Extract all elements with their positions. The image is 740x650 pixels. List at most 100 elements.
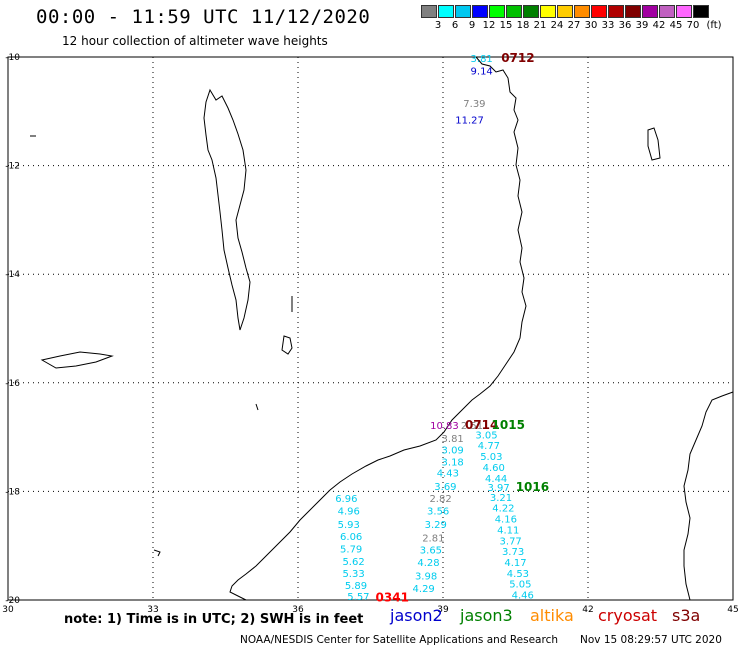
- scale-swatch: [472, 5, 488, 18]
- scale-label: 27: [567, 20, 581, 31]
- wave-height-value: 5.62: [342, 557, 364, 568]
- scale-label: 6: [451, 20, 459, 31]
- credit-text: NOAA/NESDIS Center for Satellite Applica…: [240, 634, 558, 646]
- island-elongated: [40, 351, 114, 369]
- wave-height-value: 4.11: [497, 525, 519, 536]
- satellite-name: altika: [530, 606, 574, 625]
- scale-swatch: [693, 5, 709, 18]
- scale-swatch: [557, 5, 573, 18]
- wave-height-value: 5.03: [480, 452, 502, 463]
- latitude-label: -16: [5, 379, 20, 389]
- pass-time-label: 0712: [501, 51, 534, 65]
- scale-swatch: [625, 5, 641, 18]
- scale-label: 30: [584, 20, 598, 31]
- scale-label: 9: [468, 20, 476, 31]
- wave-height-value: 3.69: [434, 482, 456, 493]
- wave-height-value: 4.22: [492, 504, 514, 515]
- wave-height-value: 2.81: [422, 534, 444, 545]
- latitude-label: -14: [5, 270, 20, 280]
- satellite-name: jason3: [460, 606, 513, 625]
- scale-swatch: [489, 5, 505, 18]
- wave-height-value: 5.93: [338, 520, 360, 531]
- wave-height-value: 7.39: [463, 99, 485, 110]
- wave-height-value: 6.06: [340, 532, 362, 543]
- scale-label: 15: [499, 20, 513, 31]
- map-title: 00:00 - 11:59 UTC 11/12/2020: [36, 6, 371, 28]
- wave-height-value: 3.81: [471, 54, 493, 65]
- longitude-label: 30: [2, 605, 14, 615]
- scale-swatch: [455, 5, 471, 18]
- pass-time-label: 0714: [465, 418, 498, 432]
- pass-time-label: 1015: [492, 418, 525, 432]
- longitude-label: 42: [582, 605, 593, 615]
- wave-height-value: 3.73: [502, 547, 524, 558]
- scale-label: 39: [635, 20, 649, 31]
- wave-height-value: 6.96: [335, 494, 357, 505]
- wave-height-value: 3.65: [420, 546, 442, 557]
- wave-height-value: 3.21: [490, 493, 512, 504]
- wave-height-value: 3.56: [427, 506, 449, 517]
- scale-label: 36: [618, 20, 632, 31]
- scale-label: 3: [434, 20, 442, 31]
- longitude-label: 45: [727, 605, 738, 615]
- latitude-label: -10: [5, 53, 20, 63]
- island-small: [281, 335, 293, 355]
- color-scale-labels: 3 6 9 12 15 18 21 24 27 30 33 36 39 42 45 70 (ft): [421, 18, 722, 32]
- wave-height-value: 3.77: [500, 536, 522, 547]
- timestamp: Nov 15 08:29:57 UTC 2020: [580, 634, 722, 646]
- lake-outline: [203, 88, 251, 331]
- scale-swatch: [608, 5, 624, 18]
- wave-height-value: 5.57: [347, 592, 369, 603]
- footnote: note: 1) Time is in UTC; 2) SWH is in fe…: [64, 612, 364, 627]
- wave-height-value: 3.98: [415, 572, 437, 583]
- madagascar-coastline: [683, 391, 734, 601]
- island-dot-d: [255, 403, 259, 411]
- wave-height-value: 4.77: [478, 441, 500, 452]
- wave-height-value: 4.16: [495, 515, 517, 526]
- scale-label: 21: [533, 20, 547, 31]
- pass-time-label: 0341: [376, 590, 409, 604]
- satellite-name: s3a: [672, 606, 701, 625]
- longitude-label: 36: [292, 605, 304, 615]
- wave-height-value: 5.89: [345, 581, 367, 592]
- scale-swatch: [659, 5, 675, 18]
- wave-height-value: 2.51: [461, 421, 483, 432]
- scale-swatch: [642, 5, 658, 18]
- scale-label: 33: [601, 20, 615, 31]
- scale-label: 42: [652, 20, 666, 31]
- satellite-name: cryosat: [598, 606, 658, 625]
- wave-height-value: 3.18: [442, 458, 464, 469]
- wave-height-value: 4.17: [504, 558, 526, 569]
- scale-label: 12: [482, 20, 496, 31]
- scale-label: 24: [550, 20, 564, 31]
- wave-height-value: 4.28: [417, 558, 439, 569]
- wave-height-value: 4.43: [437, 468, 459, 479]
- scale-unit: (ft): [706, 20, 722, 31]
- wave-height-value: 4.60: [483, 463, 505, 474]
- wave-height-value: 4.53: [507, 569, 529, 580]
- coastline: [229, 56, 527, 601]
- wave-height-value: 3.05: [475, 430, 497, 441]
- latitude-label: -12: [5, 162, 20, 172]
- satellite-name: jason2: [390, 606, 443, 625]
- color-scale-swatches: [421, 5, 710, 18]
- longitude-label: 39: [437, 605, 449, 615]
- wave-height-value: 5.79: [340, 544, 362, 555]
- latitude-label: -20: [5, 596, 20, 606]
- scale-swatch: [591, 5, 607, 18]
- island-comoros: [647, 127, 661, 161]
- scale-swatch: [676, 5, 692, 18]
- latitude-label: -18: [5, 487, 20, 497]
- scale-swatch: [523, 5, 539, 18]
- wave-height-value: 4.46: [512, 591, 534, 602]
- wave-height-value: 3.81: [442, 434, 464, 445]
- wave-height-value: 4.44: [485, 474, 507, 485]
- scale-label: 70: [686, 20, 700, 31]
- wave-height-value: 5.05: [509, 580, 531, 591]
- longitude-label: 33: [147, 605, 158, 615]
- wave-height-value: 2.82: [429, 494, 451, 505]
- scale-swatch: [421, 5, 437, 18]
- wave-height-value: 11.27: [455, 115, 484, 126]
